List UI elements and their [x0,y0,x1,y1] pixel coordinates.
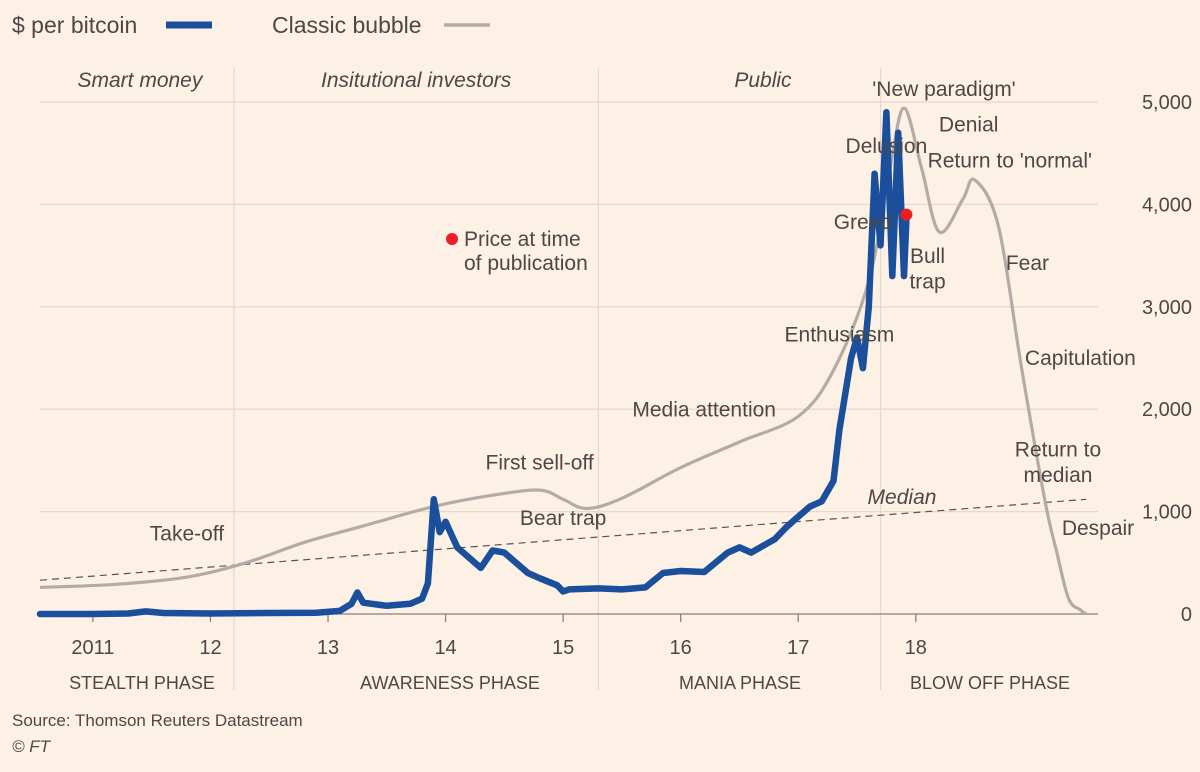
annotation-2: Bear trap [520,507,606,530]
y-tick-4: 4,000 [1142,194,1192,216]
x-axis: 2011 12 13 14 15 16 17 18 [40,613,1098,659]
bitcoin-price-line [36,108,910,618]
x-tick-0: 2011 [71,637,114,659]
current-price-dot [900,208,913,221]
annotation-12: Fear [1006,252,1049,275]
y-tick-1: 1,000 [1142,502,1192,524]
price-label-line1: Price at time [464,228,581,251]
bottom-phase-3: BLOW OFF PHASE [910,673,1070,693]
top-phase-0: Smart money [77,69,203,92]
y-tick-3: 3,000 [1142,297,1192,319]
top-phase-2: Public [734,69,792,92]
bottom-phase-0: STEALTH PHASE [69,673,215,693]
y-axis: 0 1,000 2,000 3,000 4,000 5,000 [1142,92,1192,626]
x-tick-4: 15 [552,637,574,659]
phase-labels: Smart money Insitutional investors Public S… [69,69,1070,693]
legend: $ per bitcoin Classic bubble [12,12,490,38]
annotation-16: Despair [1062,517,1134,540]
legend-bitcoin-label: $ per bitcoin [12,12,137,38]
footer: Source: Thomson Reuters Datastream © FT [12,711,303,756]
y-tick-2: 2,000 [1142,399,1192,421]
bottom-phase-2: MANIA PHASE [679,673,801,693]
top-phase-1: Insitutional investors [321,69,512,92]
price-label-line2: of publication [464,252,588,275]
annotation-5: Greed [834,211,892,234]
bottom-phase-1: AWARENESS PHASE [360,673,540,693]
annotation-3: Media attention [632,398,776,421]
annotation-10: Bull [910,245,945,268]
classic-bubble-line [39,106,1088,616]
annotation-9: Return to 'normal' [928,150,1092,173]
median-label: Median [868,486,937,509]
annotation-11: trap [909,270,945,293]
annotation-1: First sell-off [486,452,594,475]
legend-bubble-label: Classic bubble [272,12,422,38]
x-tick-1: 12 [199,637,221,659]
annotations: Take-off First sell-off Bear trap Media att… [150,78,1136,545]
x-tick-3: 14 [434,637,456,659]
median-line [39,498,1087,581]
annotation-7: 'New paradigm' [872,78,1015,101]
y-tick-0: 0 [1181,604,1192,626]
source-text: Source: Thomson Reuters Datastream [12,711,303,730]
annotation-13: Capitulation [1025,347,1136,370]
x-tick-2: 13 [317,637,339,659]
annotation-8: Denial [939,114,999,137]
x-tick-7: 18 [905,637,927,659]
credit-text: © FT [12,737,52,756]
annotation-4: Enthusiasm [785,324,895,347]
x-tick-6: 17 [787,637,809,659]
y-tick-5: 5,000 [1142,92,1192,114]
annotation-0: Take-off [150,522,224,545]
x-tick-5: 16 [670,637,692,659]
annotation-6: Delusion [846,135,928,158]
price-legend-dot [446,233,458,245]
series-lines [36,106,1088,618]
annotation-15: median [1024,464,1093,487]
annotation-14: Return to [1015,438,1101,461]
phase-dividers [233,68,882,690]
